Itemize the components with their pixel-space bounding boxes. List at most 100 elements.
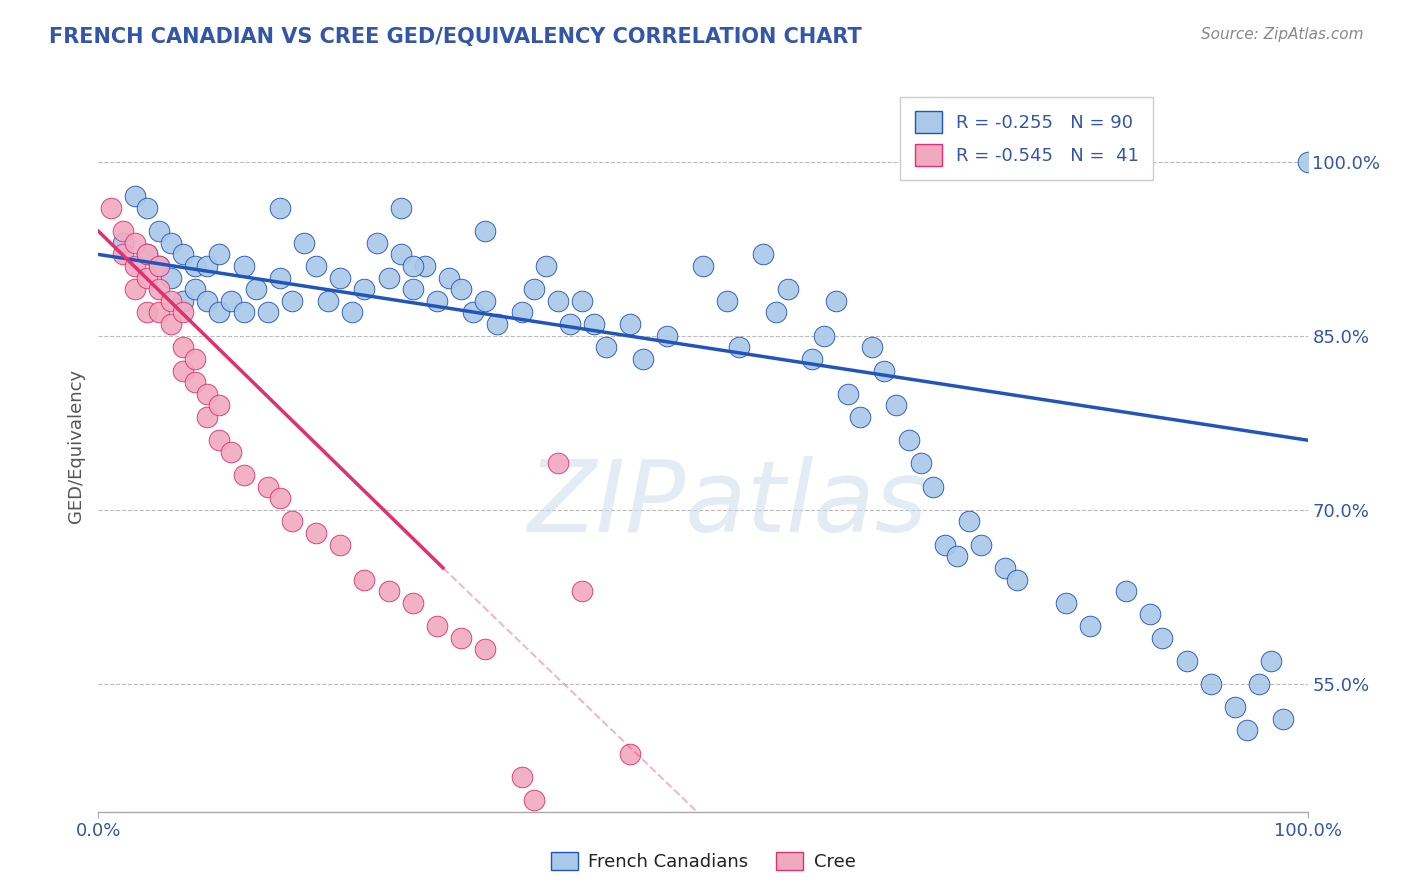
Point <box>800 351 823 366</box>
Point <box>281 515 304 529</box>
Point <box>377 270 399 285</box>
Point <box>245 282 267 296</box>
Point <box>426 619 449 633</box>
Point <box>413 259 436 273</box>
Point <box>160 270 183 285</box>
Point <box>329 538 352 552</box>
Point <box>510 770 533 784</box>
Point <box>402 596 425 610</box>
Point <box>547 293 569 308</box>
Point <box>474 642 496 657</box>
Point <box>510 305 533 319</box>
Legend: French Canadians, Cree: French Canadians, Cree <box>543 845 863 879</box>
Point <box>860 340 883 354</box>
Point <box>910 457 932 471</box>
Point <box>172 247 194 261</box>
Point <box>426 293 449 308</box>
Point <box>208 433 231 447</box>
Y-axis label: GED/Equivalency: GED/Equivalency <box>66 369 84 523</box>
Point <box>837 386 859 401</box>
Point <box>534 259 557 273</box>
Point <box>402 259 425 273</box>
Point <box>148 259 170 273</box>
Point <box>148 305 170 319</box>
Point <box>765 305 787 319</box>
Text: FRENCH CANADIAN VS CREE GED/EQUIVALENCY CORRELATION CHART: FRENCH CANADIAN VS CREE GED/EQUIVALENCY … <box>49 27 862 46</box>
Point <box>547 457 569 471</box>
Point <box>886 398 908 412</box>
Point <box>655 328 678 343</box>
Point <box>595 340 617 354</box>
Point <box>184 282 207 296</box>
Point <box>292 235 315 250</box>
Point <box>111 235 134 250</box>
Point <box>1199 677 1222 691</box>
Point <box>208 305 231 319</box>
Point <box>571 293 593 308</box>
Point <box>377 584 399 599</box>
Point <box>1115 584 1137 599</box>
Point <box>160 317 183 331</box>
Point <box>353 282 375 296</box>
Point <box>437 270 460 285</box>
Point <box>172 305 194 319</box>
Point <box>946 549 969 564</box>
Point <box>849 409 872 424</box>
Point <box>195 386 218 401</box>
Point <box>305 526 328 541</box>
Point <box>172 293 194 308</box>
Point <box>172 363 194 377</box>
Point <box>135 270 157 285</box>
Point <box>558 317 581 331</box>
Point <box>450 282 472 296</box>
Point <box>111 247 134 261</box>
Point <box>486 317 509 331</box>
Point <box>825 293 848 308</box>
Point <box>232 468 254 483</box>
Point <box>148 282 170 296</box>
Point <box>316 293 339 308</box>
Point <box>124 282 146 296</box>
Point <box>970 538 993 552</box>
Point <box>160 293 183 308</box>
Point <box>366 235 388 250</box>
Point <box>148 259 170 273</box>
Point <box>994 561 1017 575</box>
Point <box>135 305 157 319</box>
Point <box>329 270 352 285</box>
Point <box>1260 654 1282 668</box>
Legend: R = -0.255   N = 90, R = -0.545   N =  41: R = -0.255 N = 90, R = -0.545 N = 41 <box>900 96 1153 180</box>
Point <box>111 224 134 238</box>
Point <box>1249 677 1271 691</box>
Point <box>1236 723 1258 738</box>
Point <box>208 398 231 412</box>
Point <box>160 235 183 250</box>
Point <box>342 305 364 319</box>
Point <box>716 293 738 308</box>
Point <box>692 259 714 273</box>
Point <box>135 201 157 215</box>
Point <box>124 235 146 250</box>
Text: Source: ZipAtlas.com: Source: ZipAtlas.com <box>1201 27 1364 42</box>
Point <box>752 247 775 261</box>
Point <box>523 282 546 296</box>
Point <box>474 224 496 238</box>
Point <box>281 293 304 308</box>
Point <box>148 224 170 238</box>
Point <box>195 293 218 308</box>
Point <box>256 305 278 319</box>
Point <box>124 259 146 273</box>
Point <box>1007 573 1029 587</box>
Point <box>256 480 278 494</box>
Point <box>1054 596 1077 610</box>
Point <box>305 259 328 273</box>
Point <box>1152 631 1174 645</box>
Point <box>776 282 799 296</box>
Point <box>583 317 606 331</box>
Point <box>402 282 425 296</box>
Point <box>195 259 218 273</box>
Point <box>1223 700 1246 714</box>
Point <box>921 480 943 494</box>
Point <box>195 409 218 424</box>
Point <box>1296 154 1319 169</box>
